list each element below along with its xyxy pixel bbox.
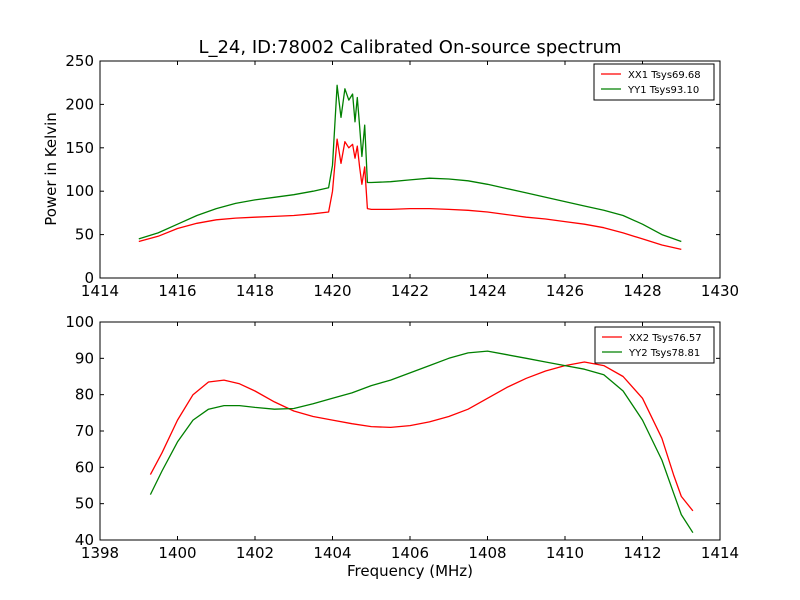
x-tick-label: 1404	[313, 544, 351, 562]
bottom-legend: XX2 Tsys76.57 YY2 Tsys78.81	[594, 326, 715, 364]
x-tick-label: 1416	[158, 282, 196, 300]
y-tick-label: 50	[75, 495, 94, 513]
x-tick-label: 1428	[623, 282, 661, 300]
x-axis-label: Frequency (MHz)	[347, 562, 473, 580]
x-tick-label: 1426	[546, 282, 584, 300]
series-line-yy1	[138, 84, 682, 243]
x-tick-label: 1422	[391, 282, 429, 300]
y-tick-label: 80	[75, 386, 94, 404]
x-tick-label: 1408	[468, 544, 506, 562]
series-line-xx2	[149, 361, 694, 512]
legend-box	[594, 326, 715, 364]
x-tick-label: 1430	[701, 282, 739, 300]
x-tick-label: 1410	[546, 544, 584, 562]
x-tick-label: 1406	[391, 544, 429, 562]
bottom-plot-area: 1398 1400 1402 1404 1406 1408 1410 1412 1414 40 50…	[65, 313, 739, 562]
y-axis-label: Power in Kelvin	[42, 112, 60, 226]
y-tick-label: 150	[65, 139, 94, 157]
series-line-xx1	[138, 138, 682, 251]
bottom-chart: 1398 1400 1402 1404 1406 1408 1410 1412 1414 40 50…	[65, 313, 739, 580]
top-chart: L_24, ID:78002 Calibrated On-source spec…	[42, 37, 739, 300]
x-tick-label: 1402	[236, 544, 274, 562]
chart-title: L_24, ID:78002 Calibrated On-source spec…	[198, 37, 621, 58]
x-tick-label: 1414	[701, 544, 739, 562]
y-tick-label: 50	[75, 226, 94, 244]
y-tick-label: 40	[75, 531, 94, 549]
y-tick-label: 60	[75, 458, 94, 476]
series-line-yy2	[149, 350, 694, 534]
x-tick-label: 1414	[81, 282, 119, 300]
legend-label-xx2: XX2 Tsys76.57	[629, 333, 702, 344]
y-tick-label: 90	[75, 349, 94, 367]
y-tick-label: 0	[84, 269, 94, 287]
legend-label-yy1: YY1 Tsys93.10	[627, 85, 699, 96]
y-tick-label: 100	[65, 313, 94, 331]
y-tick-label: 200	[65, 95, 94, 113]
legend-box	[593, 63, 715, 101]
x-tick-label: 1418	[236, 282, 274, 300]
x-tick-label: 1420	[313, 282, 351, 300]
x-tick-label: 1398	[81, 544, 119, 562]
legend-label-yy2: YY2 Tsys78.81	[628, 348, 700, 359]
y-tick-label: 250	[65, 52, 94, 70]
x-tick-label: 1424	[468, 282, 506, 300]
y-tick-label: 70	[75, 422, 94, 440]
top-legend: XX1 Tsys69.68 YY1 Tsys93.10	[593, 63, 715, 101]
y-tick-label: 100	[65, 182, 94, 200]
legend-label-xx1: XX1 Tsys69.68	[628, 70, 701, 81]
x-tick-label: 1412	[623, 544, 661, 562]
x-tick-label: 1400	[158, 544, 196, 562]
top-plot-area: 1414 1416 1418 1420 1422 1424 1426 1428 1430 0 50 1…	[65, 52, 739, 300]
